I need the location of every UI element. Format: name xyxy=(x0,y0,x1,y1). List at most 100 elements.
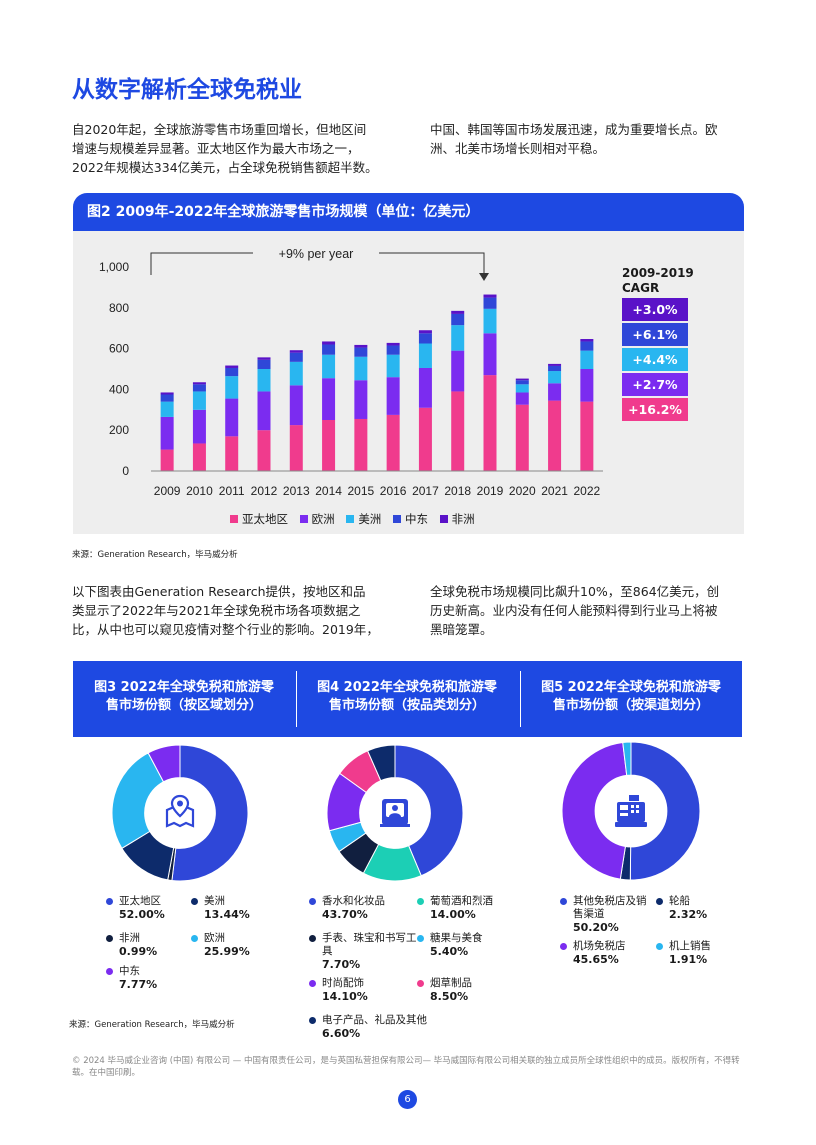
legend-dot xyxy=(309,980,316,987)
legend-value: 14.10% xyxy=(322,990,368,1003)
bar-segment xyxy=(580,369,594,402)
fig5-legend-item: 其他免税店及销售渠道 50.20% xyxy=(560,895,648,934)
intro-right-line: 洲、北美市场增长则相对平稳。 xyxy=(430,141,606,156)
legend-dot xyxy=(106,898,113,905)
bar-segment xyxy=(451,313,465,326)
legend-label: 烟草制品 xyxy=(430,977,472,989)
mid-left: 以下图表由Generation Research提供，按地区和品 类显示了202… xyxy=(72,582,402,639)
donut-slice xyxy=(147,745,181,783)
bar-segment xyxy=(515,384,529,393)
y-tick-label: 400 xyxy=(109,382,129,396)
fig4-legend-item: 烟草制品 8.50% xyxy=(417,977,472,1003)
cagr-badge: +6.1% xyxy=(622,323,688,346)
bar-segment xyxy=(548,363,562,366)
bar-segment xyxy=(515,392,529,405)
donut-slice xyxy=(112,752,165,850)
bar-segment xyxy=(192,391,206,410)
bar-segment xyxy=(515,378,529,381)
page-title: 从数字解析全球免税业 xyxy=(72,77,302,103)
legend-dot xyxy=(106,968,113,975)
y-tick-label: 1,000 xyxy=(99,260,129,274)
y-tick-label: 600 xyxy=(109,342,129,356)
bar-segment xyxy=(289,425,303,471)
bar-segment xyxy=(160,394,174,402)
fig2-title: 图2 2009年-2022年全球旅游零售市场规模（单位：亿美元） xyxy=(73,193,744,231)
bar-segment xyxy=(225,436,239,471)
bar-segment xyxy=(225,367,239,377)
bar-segment xyxy=(160,416,174,450)
donut-slice xyxy=(366,745,396,782)
annotation-bracket-left xyxy=(150,252,253,275)
donut-slice xyxy=(622,742,632,776)
bar-segment xyxy=(386,345,400,355)
legend-label: 亚太地区 xyxy=(119,895,161,907)
legend-label: 其他免税店及销售渠道 xyxy=(573,895,647,920)
page-number: 6 xyxy=(398,1090,417,1109)
bar-segment xyxy=(418,333,432,344)
bar-segment xyxy=(451,391,465,471)
legend-label: 美洲 xyxy=(358,512,382,526)
bar-segment xyxy=(354,380,368,419)
bar-segment xyxy=(322,354,336,379)
fig3-title: 图3 2022年全球免税和旅游零 售市场份额（按区域划分） xyxy=(73,679,295,715)
x-tick-label: 2021 xyxy=(541,484,568,498)
annotation-arrowhead xyxy=(479,273,489,281)
bar-segment xyxy=(257,430,271,471)
legend-value: 6.60% xyxy=(322,1027,361,1040)
legend-label: 香水和化妆品 xyxy=(322,895,385,907)
legend-dot xyxy=(309,935,316,942)
bar-segment xyxy=(451,310,465,314)
fig4-donut xyxy=(327,745,463,881)
legend-value: 1.91% xyxy=(669,953,708,966)
bar-segment xyxy=(289,385,303,426)
legend-dot xyxy=(309,1017,316,1024)
legend-dot xyxy=(309,898,316,905)
bar-segment xyxy=(192,443,206,471)
legend-swatch xyxy=(299,515,308,523)
legend-dot xyxy=(417,935,424,942)
bar-segment xyxy=(386,414,400,471)
bar-segment xyxy=(225,365,239,368)
cash-register-icon xyxy=(602,782,660,840)
fig2-bar-chart: 0 200 400 600 800 1,000 2009 2010 2011 2012 2013 20… xyxy=(99,247,603,498)
mid-right: 全球免税市场规模同比飙升10%，至864亿美元，创 历史新高。业内没有任何人能预… xyxy=(430,582,750,639)
mid-left-line: 类显示了2022年与2021年全球免税市场各项数据之 xyxy=(72,603,361,618)
legend-dot xyxy=(191,935,198,942)
fig3-legend-item: 非洲 0.99% xyxy=(106,932,157,958)
bar-segment xyxy=(548,365,562,372)
source-note: 来源：Generation Research，毕马威分析 xyxy=(72,550,238,560)
bar-segment xyxy=(580,341,594,351)
x-tick-label: 2022 xyxy=(574,484,601,498)
legend-label: 时尚配饰 xyxy=(322,977,364,989)
y-tick-label: 200 xyxy=(109,423,129,437)
legend-label: 欧洲 xyxy=(311,512,335,526)
fig4-title-line: 售市场份额（按品类划分） xyxy=(328,698,485,713)
bar-segment xyxy=(548,400,562,471)
x-tick-label: 2017 xyxy=(412,484,439,498)
fig4-legend-item: 糖果与美食 5.40% xyxy=(417,932,483,958)
legend-label: 电子产品、礼品及其他 xyxy=(322,1014,427,1026)
bar-segment xyxy=(386,377,400,415)
fig5-title: 图5 2022年全球免税和旅游零 售市场份额（按渠道划分） xyxy=(520,679,742,715)
bar-segment xyxy=(580,401,594,471)
legend-dot xyxy=(656,898,663,905)
fig5-legend-item: 机场免税店 45.65% xyxy=(560,940,626,966)
bar-segment xyxy=(483,294,497,298)
bar-segment xyxy=(225,376,239,399)
bar-segment xyxy=(418,343,432,368)
growth-annotation: +9% per year xyxy=(279,247,354,261)
legend-dot xyxy=(656,943,663,950)
bar-segment xyxy=(192,384,206,392)
x-tick-label: 2013 xyxy=(283,484,310,498)
fig5-legend-item: 机上销售 1.91% xyxy=(656,940,711,966)
bar-segment xyxy=(483,297,497,309)
x-tick-label: 2018 xyxy=(444,484,471,498)
bar-segment xyxy=(354,344,368,348)
fig4-legend-item: 葡萄酒和烈酒 14.00% xyxy=(417,895,493,921)
footer-disclaimer: © 2024 毕马威企业咨询 (中国) 有限公司 — 中国有限责任公司，是与英国… xyxy=(72,1056,740,1078)
legend-dot xyxy=(417,898,424,905)
fig4-legend-item: 电子产品、礼品及其他 6.60% xyxy=(309,1014,427,1040)
intro-left: 自2020年起，全球旅游零售市场重回增长，但地区间 增速与规模差异显著。亚太地区… xyxy=(72,120,402,177)
bar-segment xyxy=(257,359,271,369)
bar-segment xyxy=(322,341,336,345)
